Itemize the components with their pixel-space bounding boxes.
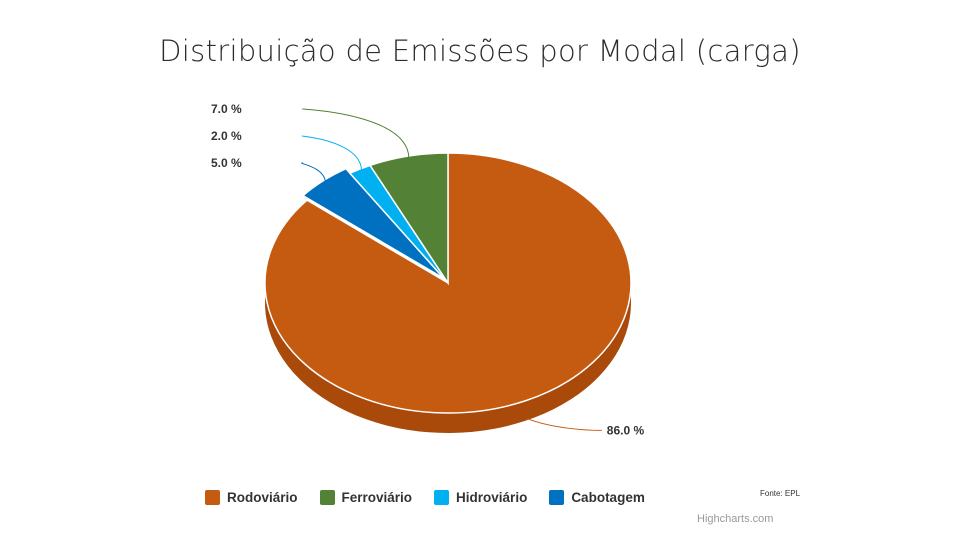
legend-item-rodoviario[interactable]: Rodoviário bbox=[205, 489, 298, 505]
data-label-ferroviario: 7.0 % bbox=[211, 102, 242, 116]
legend-label: Hidroviário bbox=[456, 489, 528, 505]
legend-swatch bbox=[434, 489, 450, 505]
highcharts-credits[interactable]: Highcharts.com bbox=[697, 513, 774, 525]
connector-ferroviario bbox=[302, 108, 410, 159]
legend-label: Ferroviário bbox=[341, 489, 413, 505]
legend-label: Cabotagem bbox=[571, 489, 645, 505]
legend-swatch bbox=[205, 489, 220, 505]
data-label-cabotagem: 5.0 % bbox=[211, 156, 242, 170]
data-label-rodoviario: 86.0 % bbox=[607, 423, 645, 437]
legend-item-hidroviario[interactable]: Hidroviário bbox=[434, 489, 528, 505]
legend-item-cabotagem[interactable]: Cabotagem bbox=[549, 489, 645, 505]
chart-legend: Rodoviário Ferroviário Hidroviário Cabot… bbox=[205, 487, 645, 507]
source-note: Fonte: EPL bbox=[760, 489, 801, 498]
connector-rodoviario bbox=[526, 417, 602, 431]
pie-slice-cabotagem[interactable] bbox=[301, 167, 445, 280]
data-label-hidroviario: 2.0 % bbox=[211, 129, 242, 143]
legend-swatch bbox=[319, 489, 335, 505]
connector-hidroviario bbox=[302, 135, 363, 172]
legend-swatch bbox=[549, 489, 565, 505]
pie-slice-ferroviario[interactable] bbox=[368, 152, 449, 286]
chart-title: Distribuição de Emissões por Modal (carg… bbox=[159, 34, 801, 68]
legend-item-ferroviario[interactable]: Ferroviário bbox=[319, 489, 413, 505]
legend-label: Rodoviário bbox=[227, 489, 298, 505]
connector-cabotagem bbox=[301, 162, 326, 183]
